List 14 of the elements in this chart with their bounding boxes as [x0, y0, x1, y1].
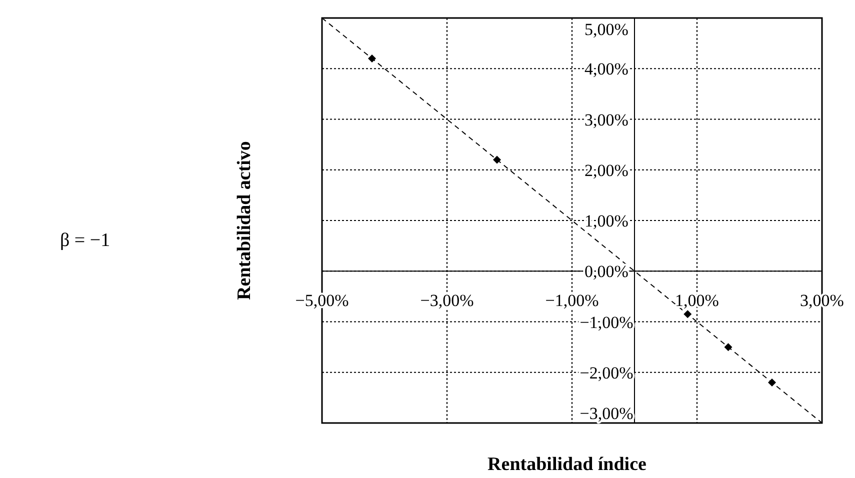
- x-axis-title: Rentabilidad índice: [488, 454, 646, 475]
- y-tick-label: 4,00%: [584, 60, 628, 79]
- x-tick-label: 1,00%: [675, 291, 719, 310]
- y-tick-label: −2,00%: [580, 363, 634, 382]
- x-tick-label: −1,00%: [545, 291, 599, 310]
- y-axis-title: Rentabilidad activo: [234, 141, 255, 300]
- y-tick-label: 2,00%: [584, 160, 628, 180]
- text: β = −1: [60, 230, 110, 251]
- y-tick-label: 5,00%: [584, 20, 628, 39]
- y-tick-label: 1,00%: [584, 212, 628, 230]
- y-tick-label: −1,00%: [580, 312, 634, 332]
- y-tick-label: 3,00%: [584, 110, 628, 130]
- x-tick-label: −3,00%: [420, 291, 474, 310]
- y-tick-label: −3,00%: [580, 404, 634, 423]
